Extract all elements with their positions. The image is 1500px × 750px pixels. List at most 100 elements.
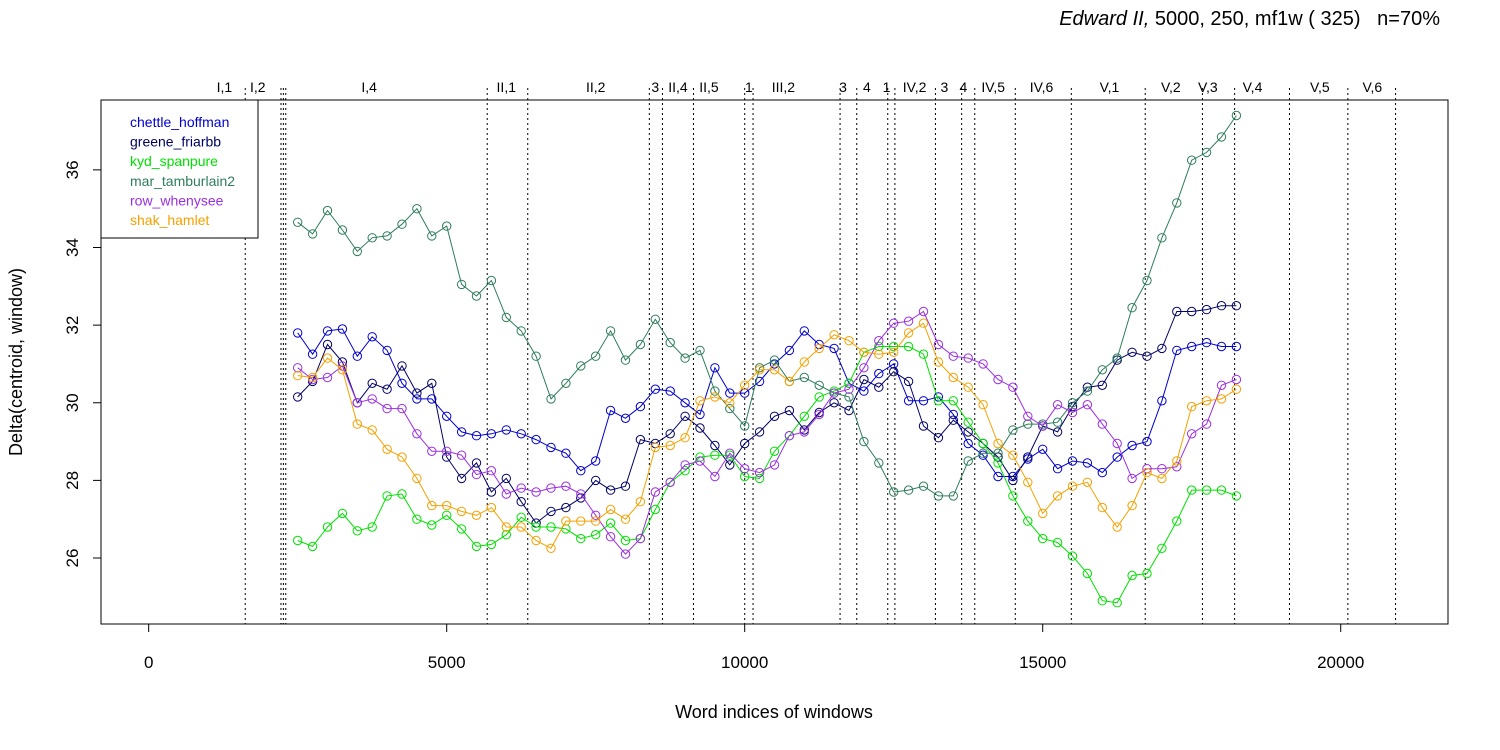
data-point: [382, 384, 392, 394]
data-point: [471, 510, 482, 520]
data-point: [456, 427, 467, 437]
data-point: [918, 318, 929, 328]
data-point: [1067, 398, 1078, 408]
data-point: [367, 233, 377, 243]
scene-label: IV,6: [1030, 79, 1054, 95]
data-point: [1067, 407, 1078, 418]
data-point: [635, 497, 646, 507]
data-point: [784, 345, 795, 356]
data-point: [1231, 491, 1242, 501]
data-point: [367, 425, 377, 435]
data-point: [1231, 301, 1242, 311]
data-point: [352, 398, 362, 408]
y-tick-label: 34: [63, 238, 82, 257]
data-point: [665, 386, 675, 396]
data-point: [1052, 537, 1063, 548]
scene-label: II,4: [668, 79, 688, 95]
data-point: [1097, 380, 1108, 390]
data-point: [382, 403, 392, 414]
scene-label: V,4: [1243, 79, 1263, 95]
data-point: [352, 419, 362, 429]
x-tick-label: 20000: [1317, 653, 1364, 672]
data-point: [531, 522, 541, 532]
data-point: [293, 535, 303, 546]
data-point: [620, 514, 631, 524]
data-point: [829, 343, 839, 354]
data-point: [799, 326, 809, 336]
data-point: [740, 471, 750, 482]
data-point: [576, 361, 586, 371]
data-point: [1097, 596, 1108, 606]
series-layer: [293, 110, 1242, 608]
data-point: [293, 370, 303, 381]
data-point: [412, 429, 422, 439]
data-point: [1201, 337, 1212, 348]
data-point: [293, 392, 303, 402]
data-point: [784, 376, 795, 387]
data-point: [665, 440, 675, 451]
data-point: [1008, 425, 1018, 435]
data-point: [1038, 508, 1048, 519]
data-point: [769, 365, 780, 375]
data-point: [620, 535, 631, 546]
data-point: [531, 434, 541, 445]
data-point: [710, 471, 720, 482]
data-point: [1142, 351, 1152, 361]
chart-title-italic: Edward II,: [1059, 8, 1150, 30]
data-point: [352, 526, 362, 536]
data-point: [650, 442, 660, 453]
data-point: [650, 504, 660, 515]
scene-label: I,1: [217, 79, 233, 95]
scene-label: V,3: [1198, 79, 1218, 95]
data-point: [1157, 543, 1167, 553]
y-tick-label: 30: [63, 393, 82, 412]
data-point: [1082, 386, 1093, 396]
data-point: [471, 458, 482, 468]
data-point: [933, 396, 944, 406]
scene-label: V,1: [1100, 79, 1120, 95]
data-point: [322, 205, 333, 216]
data-point: [725, 460, 735, 470]
legend-entry: greene_friarbb: [130, 134, 221, 150]
data-point: [1142, 275, 1152, 286]
data-point: [293, 363, 303, 373]
data-point: [352, 246, 362, 257]
data-point: [874, 368, 884, 379]
data-point: [471, 431, 482, 441]
data-point: [293, 328, 303, 338]
data-point: [367, 522, 377, 532]
data-point: [1216, 394, 1227, 404]
data-point: [903, 485, 914, 495]
data-point: [1187, 401, 1197, 412]
series-line: [297, 310, 1237, 555]
data-point: [1067, 551, 1078, 561]
data-point: [322, 353, 333, 363]
scene-label: III,2: [772, 79, 796, 95]
data-point: [1157, 233, 1167, 243]
data-point: [1172, 306, 1182, 317]
y-axis-label: Delta(centroid, window): [6, 268, 26, 456]
scene-label: IV,2: [903, 79, 927, 95]
data-point: [1231, 341, 1242, 352]
data-point: [695, 456, 705, 466]
x-tick-label: 0: [144, 653, 153, 672]
plot-frame: [100, 99, 1449, 625]
data-point: [1052, 427, 1063, 437]
data-point: [367, 378, 377, 388]
data-point: [859, 436, 869, 447]
data-point: [859, 347, 869, 357]
data-point: [1008, 382, 1018, 392]
data-point: [1127, 473, 1137, 484]
data-point: [948, 409, 958, 420]
data-point: [620, 413, 631, 423]
x-tick-label: 15000: [1019, 653, 1066, 672]
data-point: [501, 312, 511, 323]
data-point: [710, 450, 720, 460]
data-point: [918, 306, 929, 317]
data-point: [620, 481, 631, 491]
data-point: [531, 535, 541, 546]
scene-label: 1: [745, 79, 753, 95]
data-point: [382, 345, 392, 356]
data-point: [874, 341, 884, 352]
data-point: [322, 522, 333, 532]
